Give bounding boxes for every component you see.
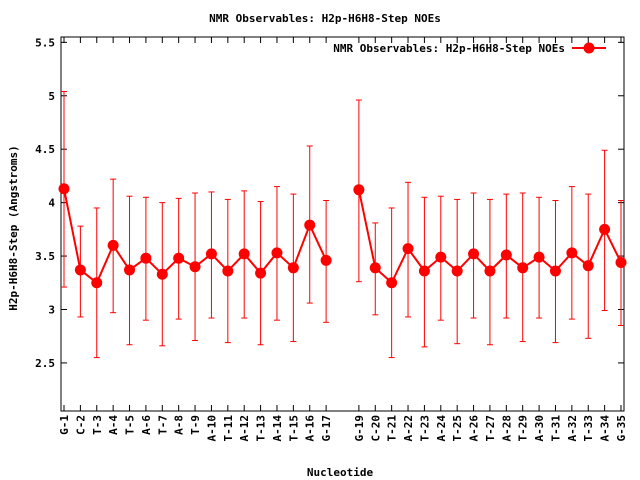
x-tick-label: T-21 — [386, 415, 399, 442]
x-tick-label: T-33 — [582, 415, 595, 442]
x-tick-label: T-9 — [189, 415, 202, 435]
x-tick-label: A-16 — [304, 415, 317, 442]
y-tick-label: 5.5 — [35, 36, 55, 49]
x-tick-label: A-34 — [599, 415, 612, 442]
x-tick-label: A-14 — [271, 415, 284, 442]
x-tick-label: G-1 — [58, 415, 71, 435]
x-tick-label: T-29 — [517, 415, 530, 442]
x-tick-label: T-27 — [484, 415, 497, 442]
x-tick-label: T-3 — [91, 415, 104, 435]
data-point — [435, 251, 447, 263]
x-tick-label: T-5 — [124, 415, 137, 435]
data-point — [238, 248, 250, 260]
y-tick-label: 5 — [48, 90, 55, 103]
data-point — [549, 265, 561, 277]
x-tick-label: A-30 — [533, 415, 546, 442]
data-point — [107, 239, 119, 251]
y-tick-label: 4 — [48, 197, 55, 210]
x-tick-label: A-28 — [500, 415, 513, 442]
data-point — [74, 264, 86, 276]
error-bars — [61, 90, 624, 359]
x-tick-label: G-19 — [353, 415, 366, 442]
legend-marker — [583, 42, 595, 54]
x-tick-label: A-10 — [205, 415, 218, 442]
y-axis-label: H2p-H6H8-Step (Angstroms) — [7, 145, 20, 311]
axis-ticks: 2.533.544.555.5G-1 C-2 T-3 A-4 T-5 A-6 T-7 A-8 T… — [35, 36, 628, 441]
x-tick-label: T-15 — [287, 415, 300, 442]
data-point — [124, 264, 136, 276]
data-point — [58, 183, 70, 195]
data-point — [173, 252, 185, 264]
data-point — [140, 252, 152, 264]
x-axis-label: Nucleotide — [307, 466, 374, 479]
x-tick-label: C-2 — [74, 415, 87, 435]
data-point — [615, 256, 627, 268]
data-point — [156, 268, 168, 280]
data-point — [599, 223, 611, 235]
data-point — [451, 265, 463, 277]
data-point — [222, 265, 234, 277]
data-point — [304, 219, 316, 231]
plot-frame — [60, 36, 625, 412]
x-tick-label: A-22 — [402, 415, 415, 442]
x-tick-label: T-23 — [418, 415, 431, 442]
series-lines — [63, 188, 622, 285]
x-tick-label: T-7 — [156, 415, 169, 435]
x-tick-label: T-13 — [255, 415, 268, 442]
x-tick-label: G-35 — [615, 415, 628, 442]
data-point — [582, 260, 594, 272]
x-tick-label: C-20 — [369, 415, 382, 442]
data-points — [58, 183, 627, 289]
data-point — [189, 261, 201, 273]
x-tick-label: A-4 — [107, 415, 120, 435]
data-point — [468, 248, 480, 260]
data-point — [205, 248, 217, 260]
x-tick-label: G-17 — [320, 415, 333, 442]
x-tick-label: A-26 — [468, 415, 481, 442]
legend: NMR Observables: H2p-H6H8-Step NOEs — [333, 42, 606, 55]
data-point — [287, 262, 299, 274]
y-tick-label: 4.5 — [35, 143, 55, 156]
x-tick-label: T-25 — [451, 415, 464, 442]
data-point — [500, 249, 512, 261]
x-tick-label: A-12 — [238, 415, 251, 442]
x-tick-label: A-24 — [435, 415, 448, 442]
data-point — [517, 262, 529, 274]
data-point — [320, 254, 332, 266]
data-point — [402, 243, 414, 255]
x-tick-label: T-11 — [222, 415, 235, 442]
y-tick-label: 3 — [48, 303, 55, 316]
data-point — [418, 265, 430, 277]
y-tick-label: 2.5 — [35, 357, 55, 370]
data-point — [271, 247, 283, 259]
x-tick-label: T-31 — [549, 415, 562, 442]
data-point — [386, 277, 398, 289]
data-point — [353, 184, 365, 196]
y-tick-label: 3.5 — [35, 250, 55, 263]
data-point — [533, 251, 545, 263]
data-point — [566, 247, 578, 259]
x-tick-label: A-6 — [140, 415, 153, 435]
data-point — [255, 267, 267, 279]
data-point — [484, 265, 496, 277]
x-tick-label: A-32 — [566, 415, 579, 442]
data-point — [91, 277, 103, 289]
x-tick-label: A-8 — [173, 415, 186, 435]
data-point — [369, 262, 381, 274]
legend-label: NMR Observables: H2p-H6H8-Step NOEs — [333, 42, 565, 55]
chart-title: NMR Observables: H2p-H6H8-Step NOEs — [209, 12, 441, 25]
